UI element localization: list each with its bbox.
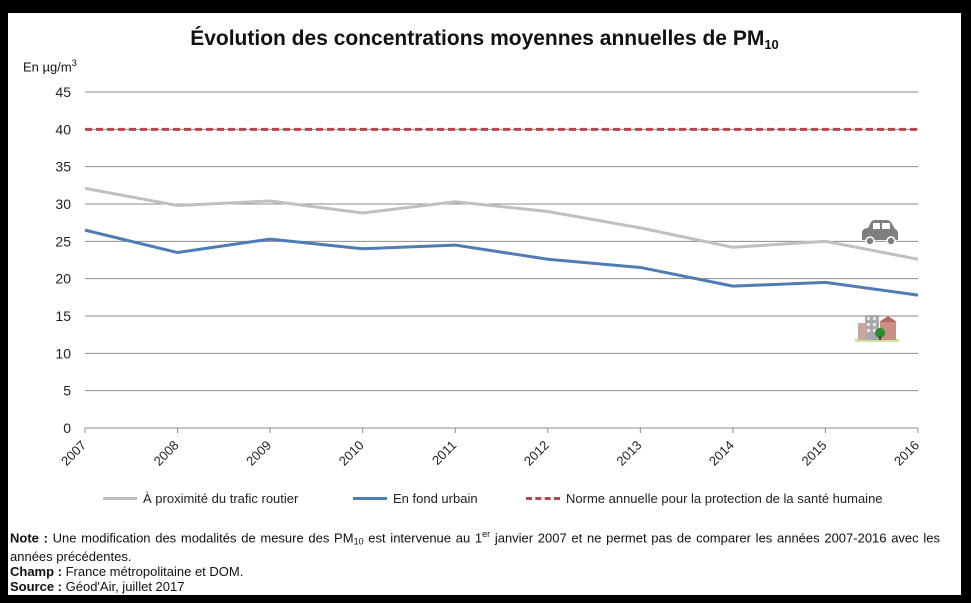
y-tick-label: 15 [55,308,71,324]
x-tick-label: 2007 [58,438,89,469]
y-axis-unit-label: En µg/m3 [23,58,77,75]
legend-label-norm: Norme annuelle pour la protection de la … [566,491,883,506]
chart-frame: Évolution des concentrations moyennes an… [8,13,961,595]
legend-item-traffic: À proximité du trafic routier [103,491,298,506]
chart-notes: Note : Une modification des modalités de… [10,527,940,594]
x-tick-label: 2010 [336,438,367,469]
source-paragraph: Source : Géod'Air, juillet 2017 [10,579,185,595]
x-tick-label: 2011 [429,438,459,468]
x-tick-label: 2016 [891,438,922,469]
x-tick-label: 2009 [243,438,274,469]
y-tick-label: 30 [55,196,71,212]
line-chart: 0 5 10 15 20 25 30 35 40 45 2007 2008 2009 2010 2011 2… [55,84,922,469]
champ-paragraph: Champ : France métropolitaine et DOM. [10,564,244,580]
x-tick-label: 2015 [799,438,830,469]
note-paragraph: Note : Une modification des modalités de… [10,529,940,565]
legend-swatch-urban [353,497,387,500]
y-tick-label: 35 [55,159,71,175]
y-tick-label: 45 [55,84,71,100]
chart-legend: À proximité du trafic routier En fond ur… [8,491,961,511]
legend-swatch-traffic [103,497,137,500]
legend-label-urban: En fond urbain [393,491,478,506]
series-line-0 [84,186,919,261]
legend-swatch-norm [526,497,560,500]
y-tick-label: 10 [55,345,71,361]
legend-item-urban: En fond urbain [353,491,478,506]
y-tick-label: 25 [55,233,71,249]
x-tick-label: 2014 [706,438,737,469]
x-tick-label: 2008 [151,438,182,469]
car-icon [862,220,898,246]
y-tick-label: 5 [63,383,71,399]
y-tick-label: 0 [63,420,71,436]
x-tick-label: 2012 [521,438,552,469]
x-tick-label: 2013 [613,438,644,469]
series-line-1 [84,228,919,297]
legend-label-traffic: À proximité du trafic routier [143,491,299,506]
chart-title: Évolution des concentrations moyennes an… [190,27,779,52]
city-buildings-icon [855,315,899,342]
y-tick-label: 40 [55,121,71,137]
y-tick-label: 20 [55,271,71,287]
legend-item-norm: Norme annuelle pour la protection de la … [526,491,883,506]
